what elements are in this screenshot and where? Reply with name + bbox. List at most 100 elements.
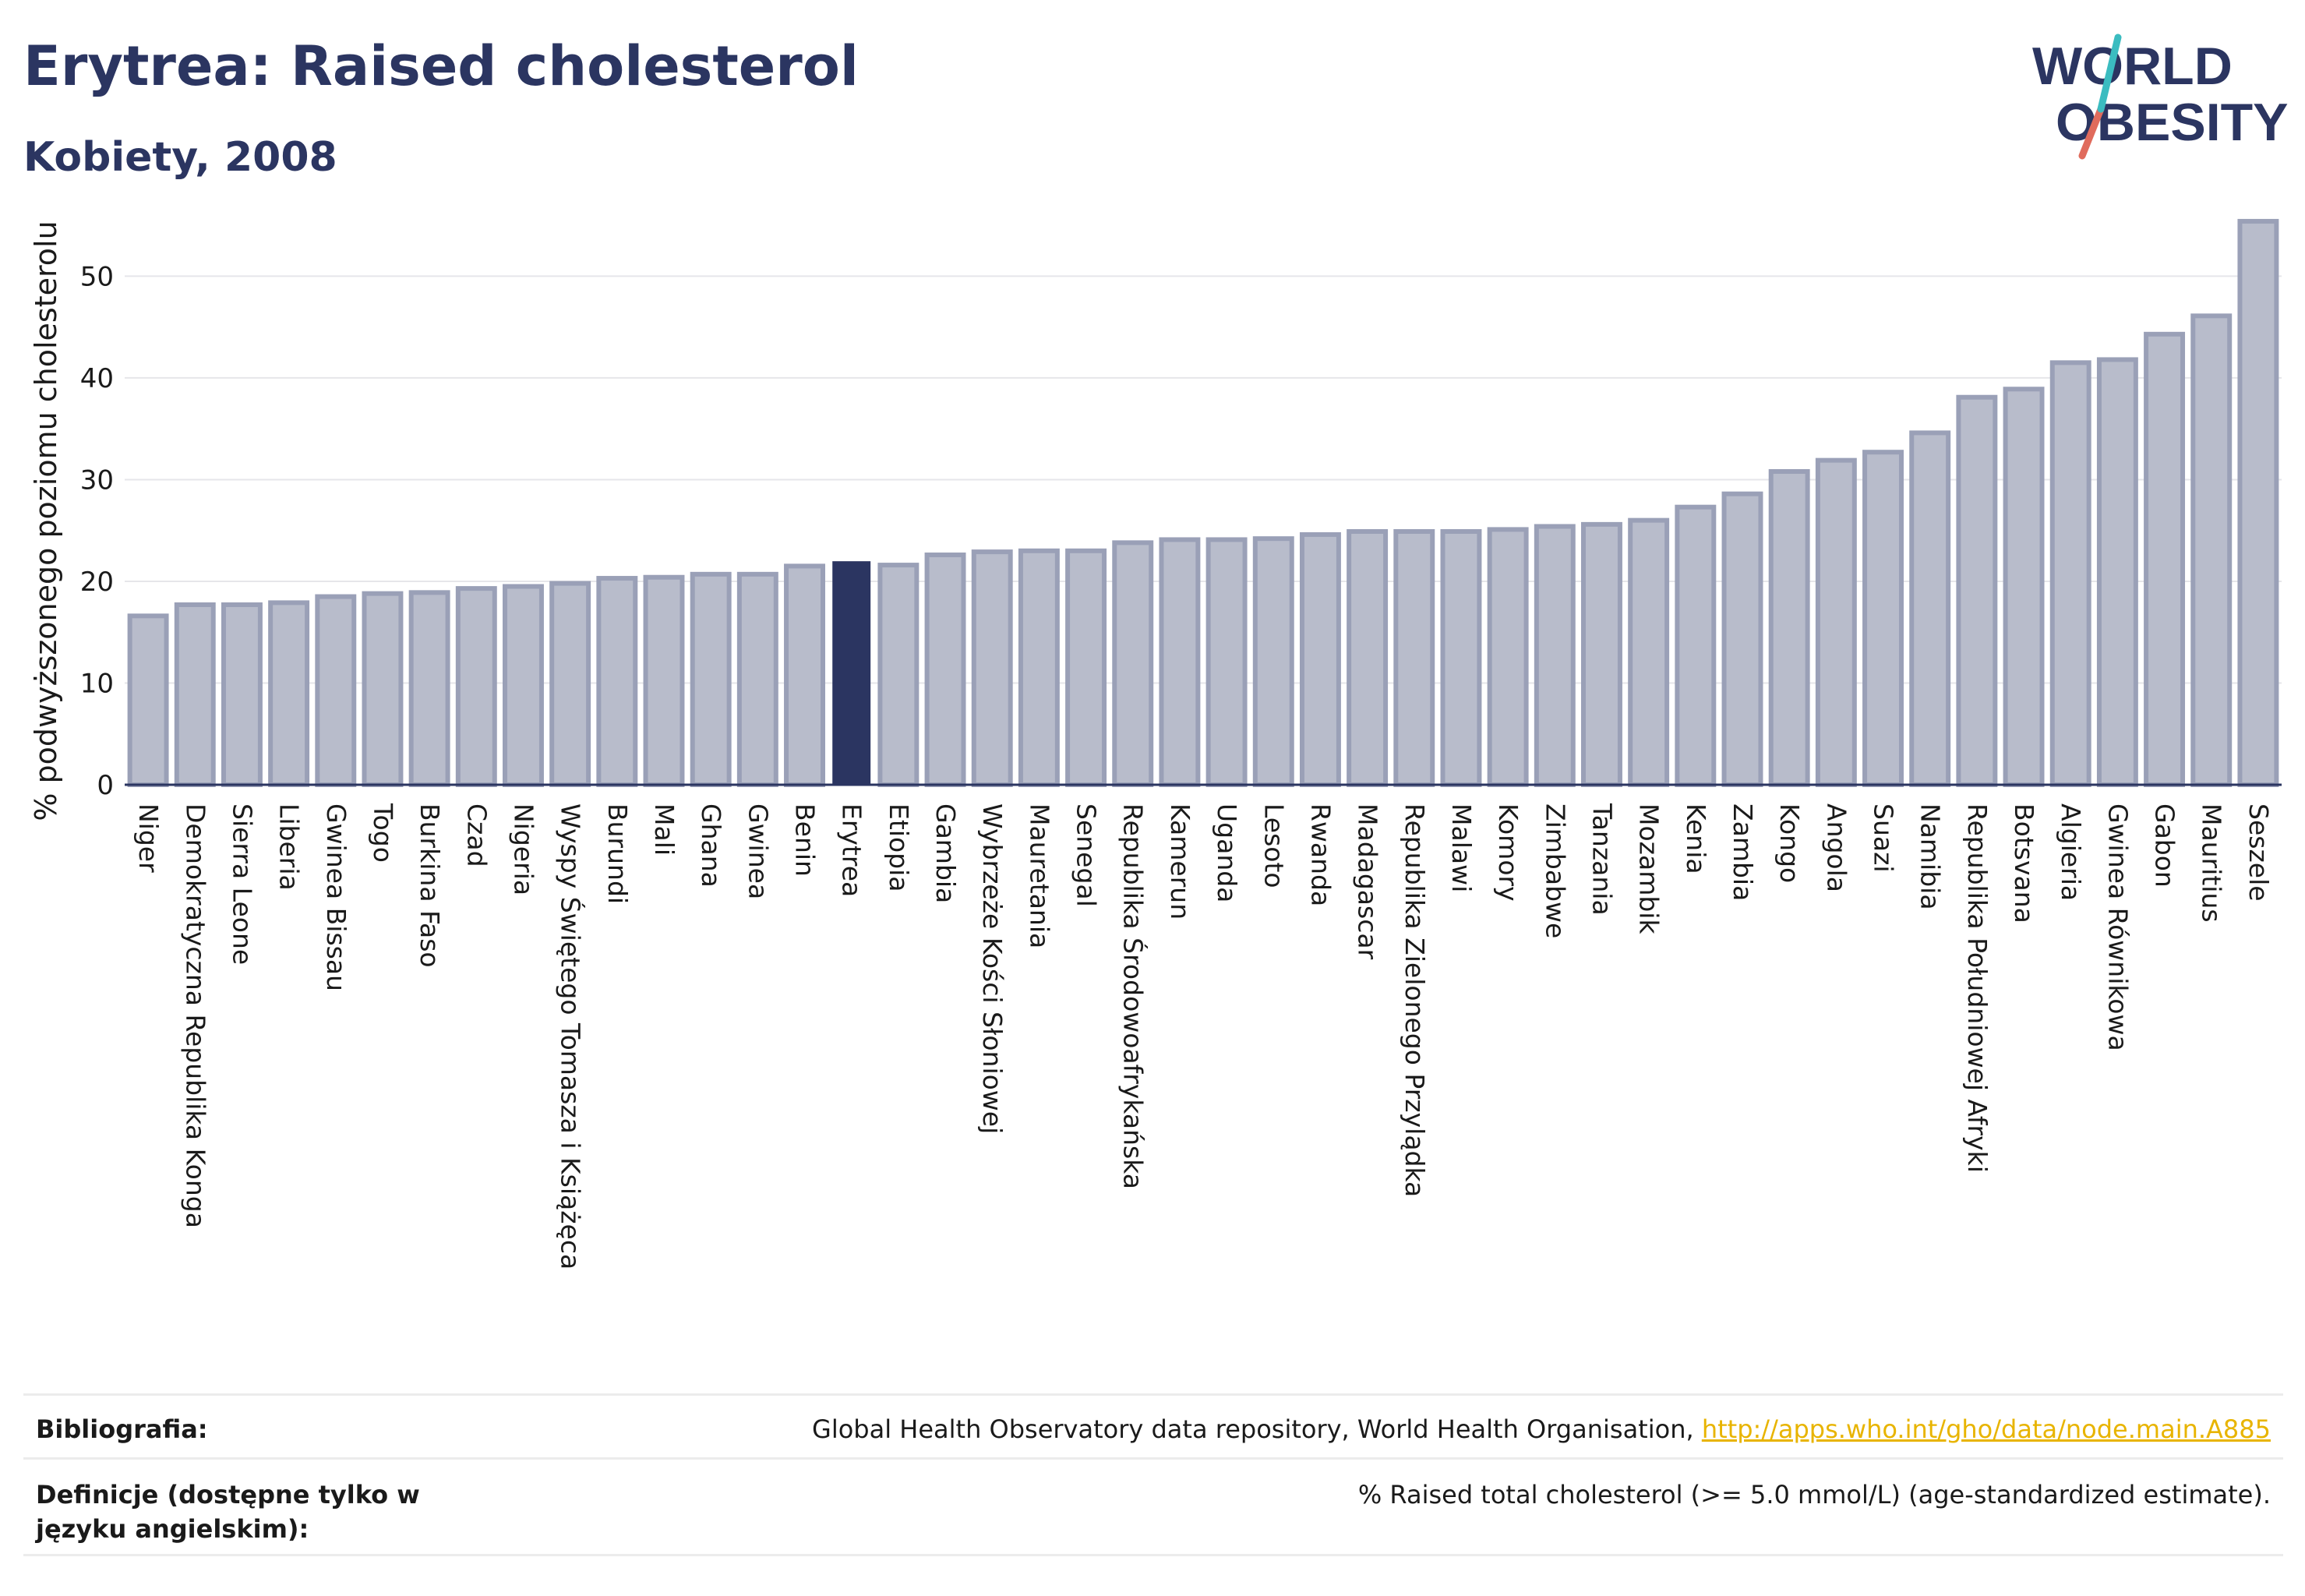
x-tick-label: Republika Zielonego Przylądka xyxy=(1400,803,1430,1197)
x-tick-label: Kenia xyxy=(1681,803,1711,874)
bar-tanzania xyxy=(1581,521,1622,787)
bar-ghana xyxy=(690,571,732,787)
x-tick-label: Kamerun xyxy=(1165,803,1195,920)
y-tick-label: 30 xyxy=(80,464,114,496)
y-tick-label: 50 xyxy=(80,261,114,292)
bar-erytrea xyxy=(832,561,871,786)
x-tick-label: Botsvana xyxy=(2009,803,2039,923)
bar-lesoto xyxy=(1252,536,1294,787)
bar-komory xyxy=(1487,527,1529,787)
bar-chart: 0 10 20 30 40 50 % podwyższonego poziomu chole… xyxy=(29,218,2282,1269)
bar-wyspy-świętego-tomasza-i-książęca xyxy=(549,581,591,787)
x-tick-label: Demokratyczna Republika Konga xyxy=(180,803,210,1228)
bar-suazi xyxy=(1862,450,1904,787)
x-tick-label: Republika Środowoafrykańska xyxy=(1118,803,1149,1189)
bar-etiopia xyxy=(877,563,920,787)
x-tick-label: Algieria xyxy=(2056,803,2086,901)
x-tick-label: Komory xyxy=(1493,803,1523,902)
bar-gwinea-bissau xyxy=(315,594,357,787)
logo-slash-teal xyxy=(2097,34,2122,113)
x-tick-label: Republika Południowej Afryki xyxy=(1962,803,1993,1173)
x-tick-label: Mauritius xyxy=(2197,803,2227,923)
x-tick-label: Angola xyxy=(1821,803,1851,892)
bar-zimbabwe xyxy=(1534,524,1576,787)
x-tick-label: Zimbabwe xyxy=(1540,803,1570,938)
bar-republika-środowoafrykańska xyxy=(1112,540,1154,787)
x-tick-label: Gabon xyxy=(2150,803,2180,888)
bar-gwinea xyxy=(736,571,778,787)
bibliography-text: Global Health Observatory data repositor… xyxy=(812,1414,1702,1444)
x-tick-label: Gwinea Równikowa xyxy=(2102,803,2133,1051)
logo-slash-red xyxy=(2078,105,2105,160)
footer-divider xyxy=(23,1554,2283,1556)
x-tick-label: Sierra Leone xyxy=(227,803,257,965)
x-tick-label: Gwinea xyxy=(743,803,773,899)
x-tick-label: Tanzania xyxy=(1587,803,1617,916)
x-tick-label: Gambia xyxy=(930,803,961,903)
bar-kongo xyxy=(1768,469,1810,787)
x-tick-label: Kongo xyxy=(1774,803,1805,883)
x-tick-label: Ghana xyxy=(696,803,726,888)
bar-wybrzeże-kości-słoniowej xyxy=(971,549,1013,788)
bar-benin xyxy=(784,563,825,787)
x-tick-label: Mali xyxy=(649,803,679,856)
bar-burundi xyxy=(596,576,638,787)
bar-senegal xyxy=(1065,548,1107,788)
bibliography-value: Global Health Observatory data repositor… xyxy=(812,1412,2271,1446)
x-tick-label: Nigeria xyxy=(508,803,538,895)
x-tick-label: Gwinea Bissau xyxy=(321,803,351,991)
bar-sierra-leone xyxy=(221,602,263,788)
x-tick-label: Suazi xyxy=(1869,803,1899,873)
bibliography-link[interactable]: http://apps.who.int/gho/data/node.main.A… xyxy=(1701,1414,2271,1444)
y-tick-label: 20 xyxy=(80,567,114,598)
bar-kamerun xyxy=(1159,537,1201,787)
x-tick-label: Etiopia xyxy=(884,803,914,892)
y-tick-label: 10 xyxy=(80,668,114,699)
bar-gambia xyxy=(924,553,966,787)
bar-rwanda xyxy=(1299,531,1341,788)
bar-demokratyczna-republika-konga xyxy=(174,602,216,788)
x-tick-label: Wyspy Świętego Tomasza i Książęca xyxy=(556,803,587,1269)
page-title: Erytrea: Raised cholesterol xyxy=(23,34,859,98)
x-tick-label: Erytrea xyxy=(837,803,867,897)
x-tick-label: Namibia xyxy=(1915,803,1946,910)
bar-malawi xyxy=(1440,529,1482,788)
x-tick-label: Madagascar xyxy=(1353,803,1383,960)
x-tick-label: Zambia xyxy=(1728,803,1758,901)
x-tick-label: Burundi xyxy=(602,803,633,904)
bar-seszele xyxy=(2237,218,2279,787)
bar-algieria xyxy=(2049,360,2091,787)
bar-nigeria xyxy=(503,584,544,788)
bar-republika-zielonego-przylądka xyxy=(1393,529,1435,788)
bibliography-label: Bibliografia: xyxy=(36,1414,208,1444)
x-tick-label: Mauretania xyxy=(1024,803,1054,948)
bar-zambia xyxy=(1721,491,1763,787)
bar-gwinea-równikowa xyxy=(2096,357,2138,787)
bar-botsvana xyxy=(2003,387,2045,787)
x-tick-label: Czad xyxy=(461,803,492,867)
x-tick-label: Niger xyxy=(133,803,164,873)
bar-gabon xyxy=(2144,331,2186,788)
x-tick-label: Lesoto xyxy=(1258,803,1289,888)
bar-niger xyxy=(127,613,169,787)
x-tick-label: Benin xyxy=(790,803,821,877)
bar-madagascar xyxy=(1347,529,1389,788)
footer-divider xyxy=(23,1457,2283,1460)
bar-uganda xyxy=(1205,537,1248,787)
bar-mali xyxy=(643,574,685,787)
x-tick-label: Seszele xyxy=(2243,803,2274,902)
bar-republika-południowej-afryki xyxy=(1956,394,1998,787)
x-tick-label: Mozambik xyxy=(1634,803,1664,934)
definitions-label: Definicje (dostępne tylko w języku angie… xyxy=(36,1480,420,1544)
x-tick-label: Rwanda xyxy=(1305,803,1336,906)
bar-liberia xyxy=(268,600,310,787)
bar-mozambik xyxy=(1628,517,1670,787)
bar-kenia xyxy=(1675,504,1717,787)
footer-divider xyxy=(23,1393,2283,1396)
bar-mauritius xyxy=(2190,313,2233,788)
bar-angola xyxy=(1815,457,1857,788)
bar-namibia xyxy=(1909,430,1951,787)
bar-burkina-faso xyxy=(408,590,450,787)
y-tick-label: 40 xyxy=(80,363,114,394)
x-tick-label: Liberia xyxy=(274,803,305,891)
